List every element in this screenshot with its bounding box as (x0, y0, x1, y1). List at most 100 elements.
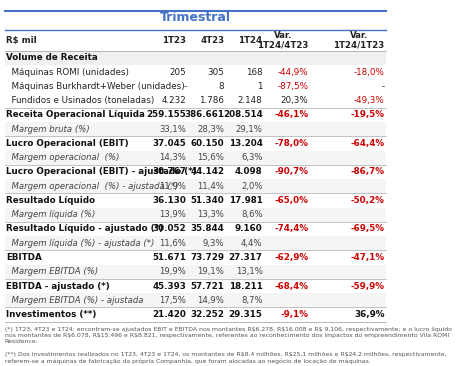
Text: -50,2%: -50,2% (351, 196, 385, 205)
Text: Margem líquida (%) - ajustada (*): Margem líquida (%) - ajustada (*) (6, 239, 154, 248)
Text: 32.252: 32.252 (191, 310, 224, 319)
Text: 19,9%: 19,9% (159, 267, 186, 276)
Text: 60.150: 60.150 (191, 139, 224, 148)
Text: 30.767: 30.767 (152, 167, 186, 176)
Text: 29,1%: 29,1% (236, 124, 263, 134)
Text: -46,1%: -46,1% (274, 110, 308, 119)
Bar (5, 293, 386, 307)
Bar (5, 122, 386, 136)
Text: 45.393: 45.393 (152, 281, 186, 291)
Text: Resultado Líquido - ajustado (*): Resultado Líquido - ajustado (*) (6, 224, 163, 234)
Bar (5, 108, 386, 122)
Text: 18.211: 18.211 (228, 281, 263, 291)
Text: 11,4%: 11,4% (198, 182, 224, 191)
Text: (*) 1T23, 4T23 e 1T24: encontram-se ajustados EBIT e EBITDA nos montantes R$6.27: (*) 1T23, 4T23 e 1T24: encontram-se ajus… (5, 326, 451, 344)
Text: 1T23: 1T23 (162, 36, 186, 45)
Text: 168: 168 (246, 68, 263, 76)
Bar (5, 222, 386, 236)
Text: Resultado Líquido: Resultado Líquido (6, 196, 95, 205)
Text: 8: 8 (219, 82, 224, 91)
Text: (**) Dos investimentos realizados no 1T23, 4T23 e 1T24, os montantes de R$8,4 mi: (**) Dos investimentos realizados no 1T2… (5, 352, 446, 364)
Text: Margem bruta (%): Margem bruta (%) (6, 124, 90, 134)
Text: 8,6%: 8,6% (241, 210, 263, 219)
Text: -18,0%: -18,0% (354, 68, 385, 76)
Text: Máquinas Burkhardt+Weber (unidades): Máquinas Burkhardt+Weber (unidades) (6, 82, 184, 91)
Text: 205: 205 (170, 68, 186, 76)
Bar (5, 250, 386, 265)
Text: 20,3%: 20,3% (281, 96, 308, 105)
Text: 21.420: 21.420 (152, 310, 186, 319)
Text: EBITDA - ajustado (*): EBITDA - ajustado (*) (6, 281, 109, 291)
Text: Máquinas ROMI (unidades): Máquinas ROMI (unidades) (6, 68, 129, 76)
Bar (5, 193, 386, 208)
Bar (5, 65, 386, 79)
Text: 1: 1 (257, 82, 263, 91)
Text: -62,9%: -62,9% (274, 253, 308, 262)
Text: -44,9%: -44,9% (278, 68, 308, 76)
Text: -69,5%: -69,5% (351, 224, 385, 234)
Text: Receita Operacional Líquida: Receita Operacional Líquida (6, 110, 145, 119)
Text: 57.721: 57.721 (191, 281, 224, 291)
Text: -86,7%: -86,7% (351, 167, 385, 176)
Bar (5, 208, 386, 222)
Text: 9.160: 9.160 (235, 224, 263, 234)
Text: Lucro Operacional (EBIT): Lucro Operacional (EBIT) (6, 139, 128, 148)
Text: 2,0%: 2,0% (241, 182, 263, 191)
Text: 11,6%: 11,6% (159, 239, 186, 248)
Text: 13,9%: 13,9% (159, 210, 186, 219)
Text: 37.045: 37.045 (153, 139, 186, 148)
Text: -64,4%: -64,4% (351, 139, 385, 148)
Bar (5, 236, 386, 250)
Text: Margem operacional  (%): Margem operacional (%) (6, 153, 119, 162)
Bar (5, 307, 386, 322)
Text: 33,1%: 33,1% (159, 124, 186, 134)
Bar (5, 136, 386, 150)
Text: 208.514: 208.514 (223, 110, 263, 119)
Text: 4.232: 4.232 (162, 96, 186, 105)
Text: 259.155: 259.155 (146, 110, 186, 119)
Text: -78,0%: -78,0% (274, 139, 308, 148)
Text: 36.130: 36.130 (152, 196, 186, 205)
Text: Fundidos e Usinados (toneladas): Fundidos e Usinados (toneladas) (6, 96, 154, 105)
Text: 13.204: 13.204 (228, 139, 263, 148)
Text: 6,3%: 6,3% (241, 153, 263, 162)
Text: 30.052: 30.052 (153, 224, 186, 234)
Text: 386.661: 386.661 (184, 110, 224, 119)
Text: 305: 305 (208, 68, 224, 76)
Bar (5, 79, 386, 93)
Text: 35.844: 35.844 (191, 224, 224, 234)
Text: 14,3%: 14,3% (159, 153, 186, 162)
Text: -90,7%: -90,7% (274, 167, 308, 176)
Text: 4,4%: 4,4% (241, 239, 263, 248)
Text: Lucro Operacional (EBIT) - ajustado (*): Lucro Operacional (EBIT) - ajustado (*) (6, 167, 196, 176)
Bar (5, 265, 386, 279)
Text: 9,3%: 9,3% (203, 239, 224, 248)
Text: -19,5%: -19,5% (351, 110, 385, 119)
Text: Margem EBITDA (%): Margem EBITDA (%) (6, 267, 98, 276)
Text: -47,1%: -47,1% (351, 253, 385, 262)
Text: 73.729: 73.729 (191, 253, 224, 262)
Text: Trimestral: Trimestral (160, 11, 231, 24)
Text: -: - (382, 82, 385, 91)
Text: 13,3%: 13,3% (198, 210, 224, 219)
Text: Var.
1T24/1T23: Var. 1T24/1T23 (333, 31, 385, 50)
Text: Volume de Receita: Volume de Receita (6, 53, 98, 62)
Bar (5, 93, 386, 108)
Text: 28,3%: 28,3% (197, 124, 224, 134)
Text: 13,1%: 13,1% (236, 267, 263, 276)
Bar (5, 150, 386, 165)
Text: 44.142: 44.142 (191, 167, 224, 176)
Bar (5, 279, 386, 293)
Text: 15,6%: 15,6% (198, 153, 224, 162)
Text: 14,9%: 14,9% (198, 296, 224, 305)
Text: 11,9%: 11,9% (159, 182, 186, 191)
Text: Var.
1T24/4T23: Var. 1T24/4T23 (257, 31, 308, 50)
Text: -49,3%: -49,3% (354, 96, 385, 105)
Text: 4.098: 4.098 (235, 167, 263, 176)
Text: EBITDA: EBITDA (6, 253, 42, 262)
Text: -: - (183, 82, 186, 91)
Bar (5, 165, 386, 179)
Text: Margem líquida (%): Margem líquida (%) (6, 210, 95, 219)
Text: -74,4%: -74,4% (274, 224, 308, 234)
Text: Margem operacional  (%) - ajustada (*): Margem operacional (%) - ajustada (*) (6, 182, 178, 191)
